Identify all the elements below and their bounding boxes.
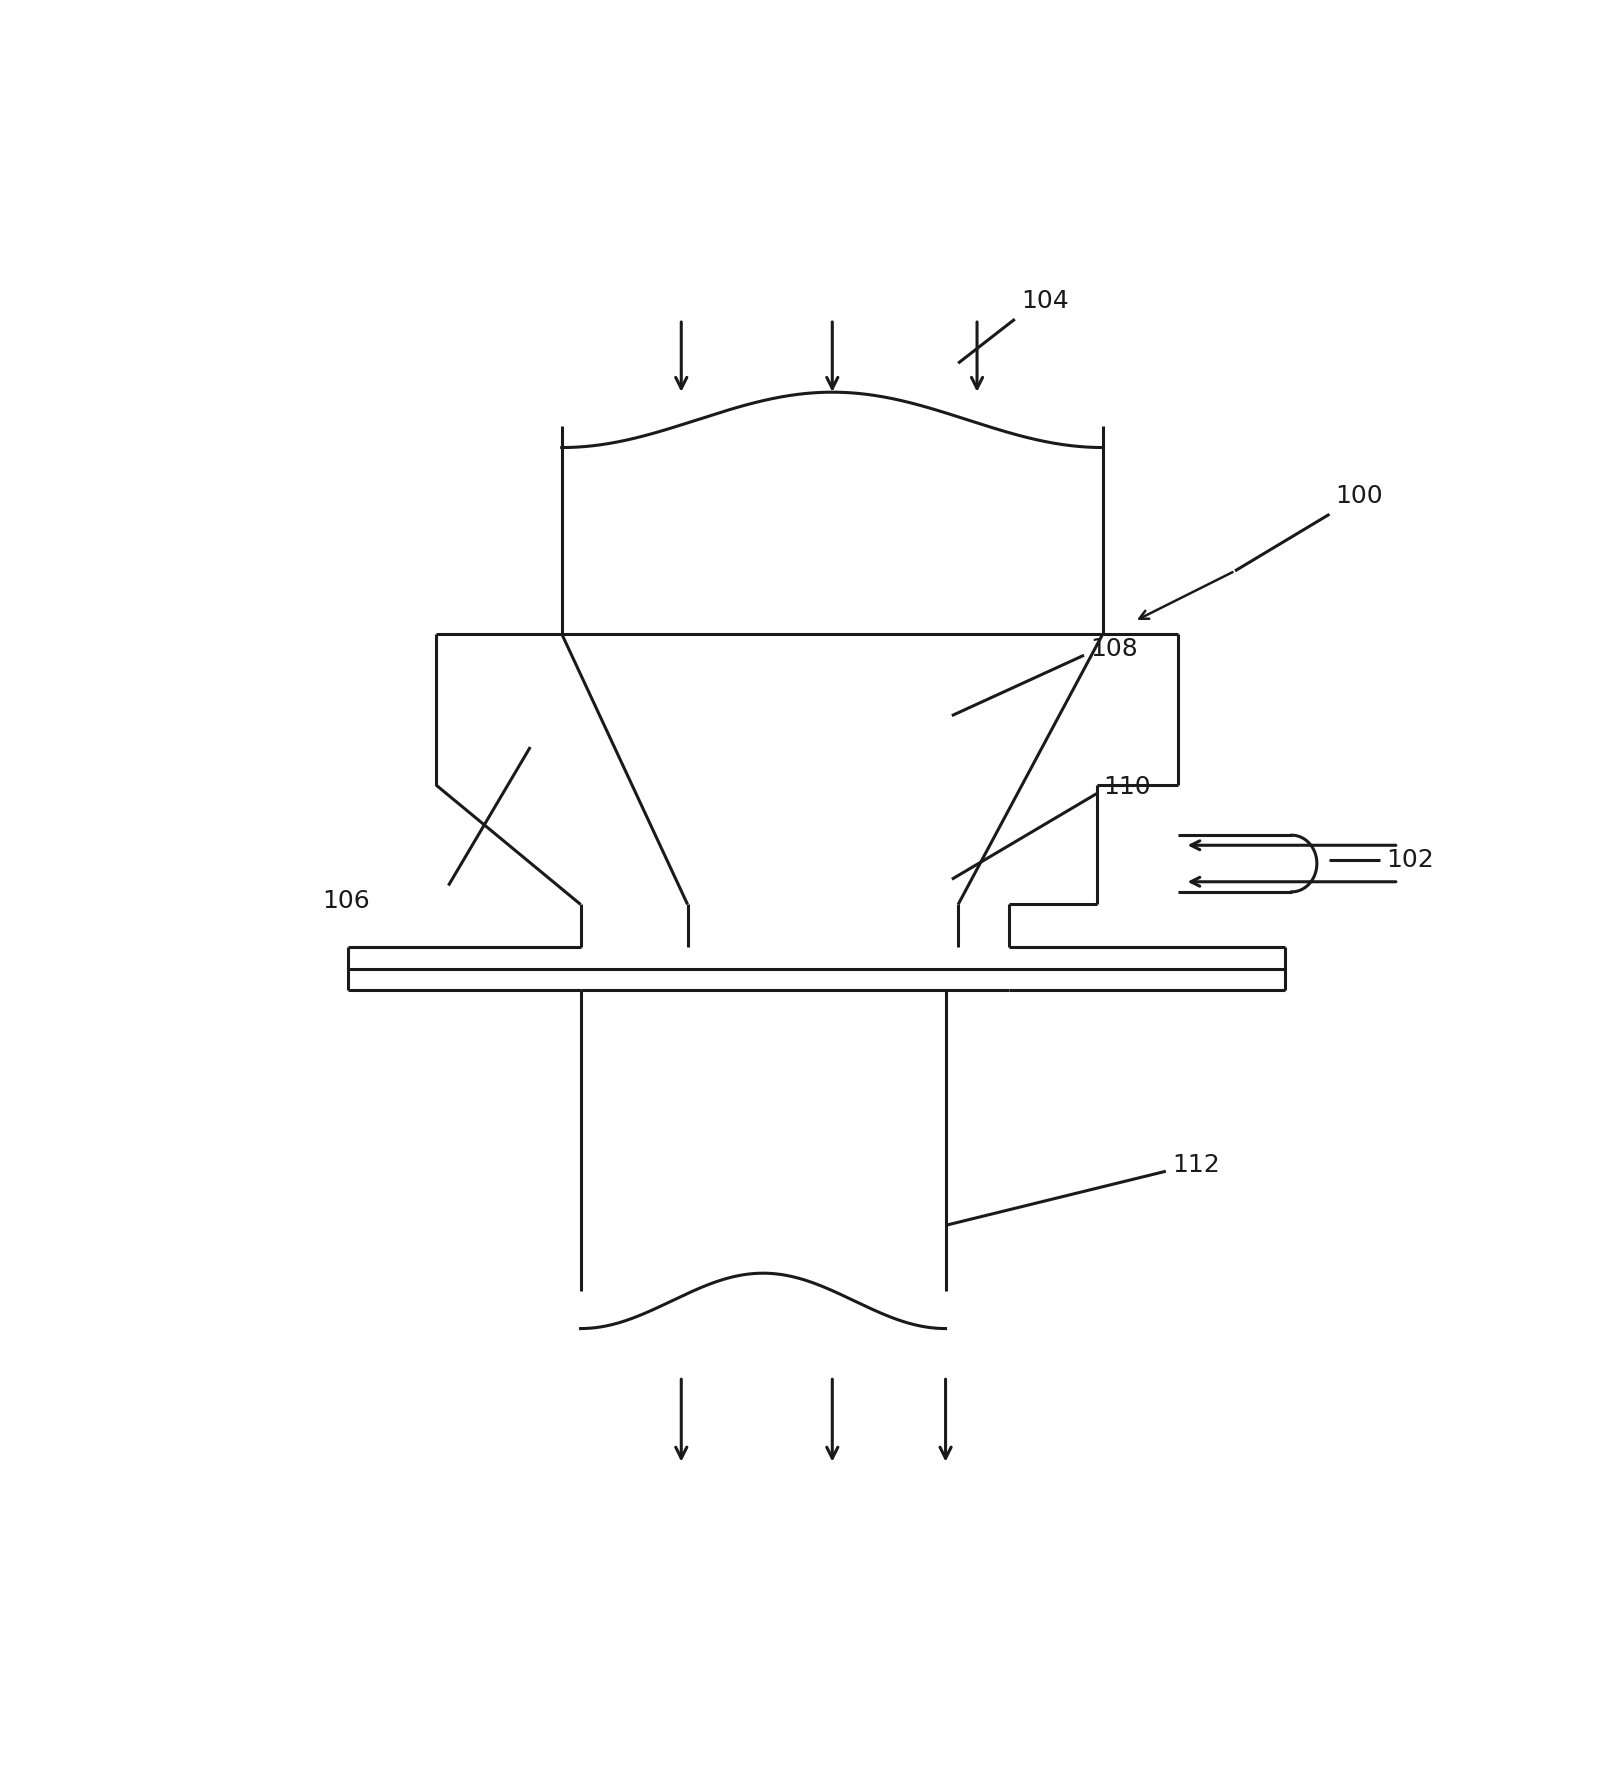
Text: 110: 110 (1102, 775, 1149, 800)
Text: 102: 102 (1386, 848, 1433, 872)
Text: 106: 106 (323, 888, 370, 913)
Text: 104: 104 (1021, 290, 1068, 313)
Text: 108: 108 (1089, 638, 1138, 660)
Text: 100: 100 (1336, 484, 1383, 509)
Text: 112: 112 (1172, 1153, 1219, 1176)
